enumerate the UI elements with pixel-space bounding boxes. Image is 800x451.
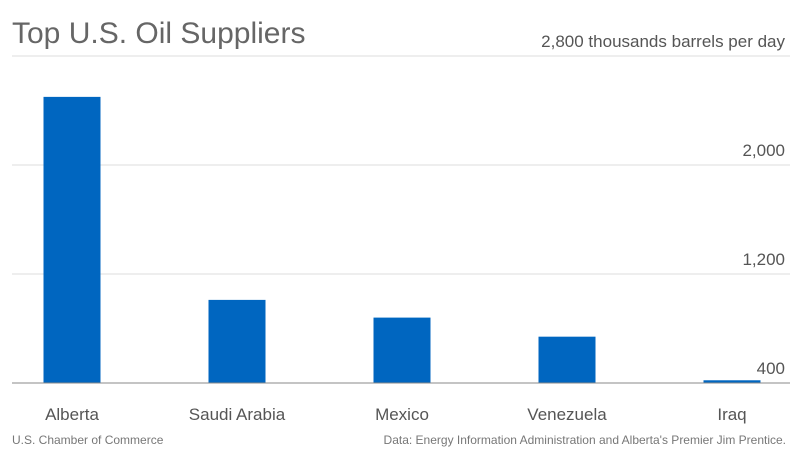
chart-title: Top U.S. Oil Suppliers [12,17,305,50]
x-tick-label: Saudi Arabia [189,405,286,424]
y-tick-label: 1,200 [742,250,785,269]
bar [208,299,266,383]
bar [538,336,596,383]
y-tick-label: 2,800 thousands barrels per day [541,32,785,51]
source-right: Data: Energy Information Administration … [384,433,786,447]
x-tick-label: Iraq [717,405,746,424]
bar [43,96,101,383]
bar [373,317,431,383]
bar [703,380,761,383]
source-left: U.S. Chamber of Commerce [12,433,164,447]
y-tick-label: 400 [757,359,785,378]
x-tick-label: Venezuela [527,405,607,424]
x-tick-label: Mexico [375,405,429,424]
x-tick-label: Alberta [45,405,99,424]
y-tick-label: 2,000 [742,141,785,160]
